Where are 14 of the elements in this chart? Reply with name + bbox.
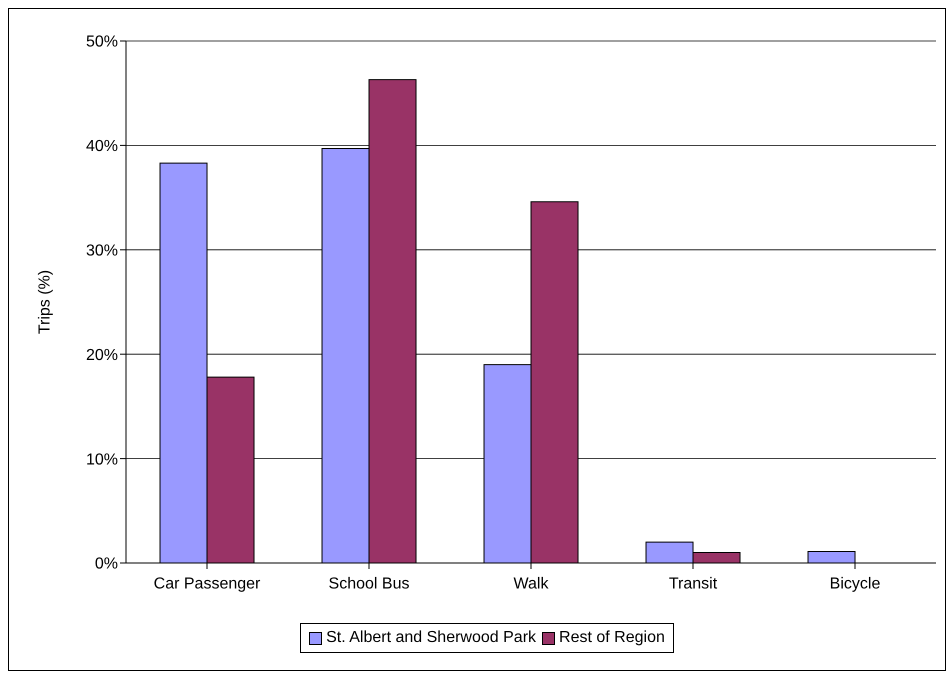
y-tick-label: 50% (86, 34, 118, 51)
x-tick-label: Transit (668, 575, 718, 592)
x-tick-label: Car Passenger (154, 575, 262, 592)
legend-label: St. Albert and Sherwood Park (326, 629, 536, 647)
x-tick-label: Bicycle (830, 575, 880, 592)
legend-label: Rest of Region (559, 629, 665, 647)
y-tick-label: 10% (86, 451, 118, 468)
x-tick-label: School Bus (328, 575, 410, 592)
y-tick-label: 0% (94, 556, 118, 573)
y-tick-label: 40% (86, 138, 118, 156)
x-tick-label: Walk (514, 575, 550, 592)
y-tick-label: 30% (86, 242, 118, 260)
y-tick-label: 20% (86, 346, 118, 364)
y-axis-title: Trips (%) (36, 270, 54, 334)
